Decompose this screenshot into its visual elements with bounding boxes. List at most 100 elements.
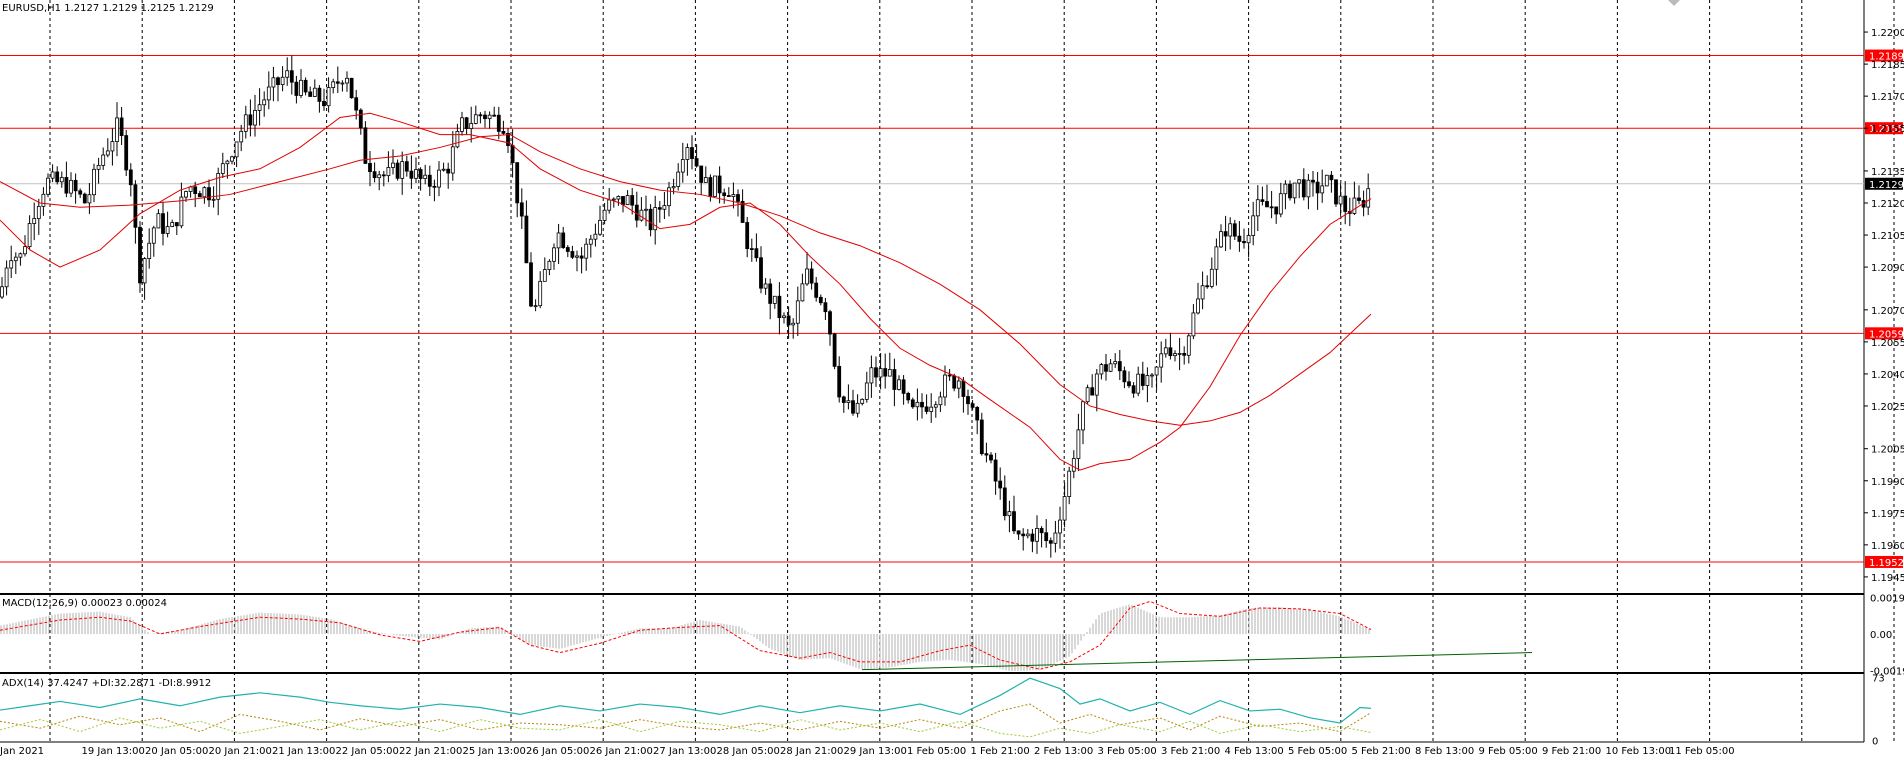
candle-body xyxy=(621,196,625,206)
candle-body xyxy=(1334,179,1338,205)
candle-body xyxy=(754,248,759,259)
candle-body xyxy=(588,238,593,245)
time-tick-label: 4 Feb 13:00 xyxy=(1225,746,1284,757)
candle-body xyxy=(0,286,4,298)
candle-body xyxy=(759,257,763,289)
candle-body xyxy=(386,167,391,177)
candle-body xyxy=(749,248,754,251)
candle-body xyxy=(225,160,230,165)
candle-body xyxy=(717,175,722,194)
chart-shift-marker[interactable] xyxy=(1668,0,1680,6)
candle-body xyxy=(1131,385,1136,394)
candle-body xyxy=(377,174,382,179)
candle-body xyxy=(492,114,497,117)
candle-body xyxy=(289,70,294,83)
candle-body xyxy=(1081,401,1085,431)
candle-body xyxy=(18,253,23,258)
candle-body xyxy=(1016,530,1021,535)
candle-body xyxy=(984,453,989,456)
price-tick-label: 1.2090 xyxy=(1871,263,1904,274)
candle-body xyxy=(248,114,253,126)
price-tick-label: 1.2185 xyxy=(1871,60,1904,71)
adx-panel-title: ADX(14) 37.4247 +DI:32.2871 -DI:8.9912 xyxy=(2,678,211,689)
candle-body xyxy=(846,400,851,403)
candle-body xyxy=(372,171,377,179)
candle-body xyxy=(193,186,198,194)
adx-series xyxy=(0,677,1372,738)
candle-body xyxy=(1311,179,1315,183)
candle-body xyxy=(1154,366,1159,376)
candle-body xyxy=(1357,197,1361,201)
candle-body xyxy=(105,150,110,156)
candle-body xyxy=(529,262,533,307)
price-panel-frame xyxy=(0,0,1864,594)
candle-body xyxy=(1255,199,1260,217)
level-price-label: 1.2189 xyxy=(1869,52,1904,63)
candle-body xyxy=(998,480,1003,489)
candle-body xyxy=(1039,528,1044,534)
time-tick-label: 28 Jan 05:00 xyxy=(717,746,780,757)
price-tick-label: 1.2040 xyxy=(1871,370,1904,381)
candle-body xyxy=(1329,174,1334,181)
candle-body xyxy=(1223,231,1228,237)
candle-body xyxy=(216,173,221,200)
candle-body xyxy=(552,247,556,262)
candle-body xyxy=(473,114,478,124)
candle-body xyxy=(915,401,920,408)
candle-body xyxy=(1108,363,1113,372)
candle-body xyxy=(630,195,635,206)
candle-body xyxy=(1232,223,1237,237)
price-panel-title: EURUSD,H1 1.2127 1.2129 1.2125 1.2129 xyxy=(2,3,214,14)
candle-body xyxy=(92,168,96,196)
candle-body xyxy=(1242,241,1246,244)
candle-body xyxy=(358,109,363,129)
time-tick-label: 26 Jan 05:00 xyxy=(526,746,589,757)
price-axis: 1.2200 1.2185 1.2170 1.2155 1.2135 1.2120 1.21… xyxy=(1864,28,1904,747)
candle-body xyxy=(312,87,317,97)
candle-body xyxy=(1113,361,1118,365)
candle-body xyxy=(124,135,129,171)
candle-body xyxy=(892,369,897,390)
candle-body xyxy=(1338,195,1343,205)
candle-body xyxy=(575,255,579,258)
candle-body xyxy=(1140,373,1145,386)
macd-signal-line xyxy=(0,600,1372,670)
candle-body xyxy=(1163,347,1168,355)
candle-body xyxy=(368,163,372,173)
candle-body xyxy=(993,459,998,482)
candle-body xyxy=(441,168,446,171)
level-price-label: 1.2059 xyxy=(1869,329,1904,340)
candle-body xyxy=(460,117,464,132)
candle-body xyxy=(345,77,349,84)
candle-body xyxy=(924,406,929,412)
candle-body xyxy=(354,97,359,111)
candle-body xyxy=(952,375,957,389)
time-tick-label: 20 Jan 21:00 xyxy=(209,746,272,757)
candle-body xyxy=(179,196,184,227)
candle-body xyxy=(616,196,621,200)
candle-body xyxy=(713,175,717,197)
minus-di-line xyxy=(0,717,1372,738)
candle-body xyxy=(685,147,690,160)
candle-body xyxy=(391,162,395,168)
candle-body xyxy=(1219,231,1223,248)
candle-body xyxy=(1117,361,1122,372)
candle-body xyxy=(184,191,188,198)
candle-body xyxy=(437,169,441,188)
candle-body xyxy=(36,205,41,219)
candle-body xyxy=(910,399,915,408)
candle-body xyxy=(1150,374,1154,377)
candle-body xyxy=(864,382,869,400)
candle-body xyxy=(409,170,414,179)
candle-body xyxy=(487,114,492,120)
candle-body xyxy=(1278,193,1283,215)
candle-body xyxy=(46,177,50,195)
price-tick-label: 1.1975 xyxy=(1871,509,1904,520)
current-price-tag xyxy=(1865,177,1903,190)
candle-body xyxy=(970,403,975,408)
candle-body xyxy=(1297,179,1302,184)
candle-body xyxy=(165,226,170,234)
current-price-label: 1.2129 xyxy=(1869,180,1904,191)
